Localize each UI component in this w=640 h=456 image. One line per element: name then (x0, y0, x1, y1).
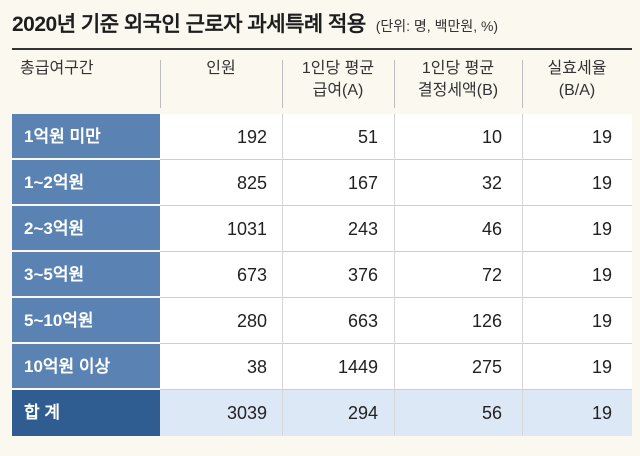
chart-title: 2020년 기준 외국인 근로자 과세특례 적용 (12, 13, 366, 36)
column-divider (394, 114, 395, 160)
column-header: 인원 (160, 58, 282, 110)
table-cell: 3039 (226, 403, 267, 423)
column-divider (282, 160, 283, 206)
row-label: 합 계 (12, 390, 160, 436)
table-cell: 280 (236, 311, 267, 331)
column-header-line: 급여(A) (312, 82, 364, 99)
table-cell: 10 (481, 127, 502, 147)
row-data-area: 1031 243 46 19 (160, 206, 632, 252)
column-divider (394, 206, 395, 252)
header-top-rule (12, 48, 632, 50)
table-row: 1억원 미만 192 51 10 19 (12, 114, 632, 160)
table-cell: 19 (591, 173, 612, 193)
table-cell: 46 (481, 219, 502, 239)
table-cell: 38 (246, 357, 267, 377)
table-cell: 167 (347, 173, 378, 193)
table-cell: 825 (236, 173, 267, 193)
column-divider (282, 114, 283, 160)
table-header: 총급여구간 인원 1인당 평균 급여(A) 1인당 평균 결정세액(B) 실효세율 (B/A) (12, 58, 632, 110)
header-separator (394, 60, 395, 108)
column-divider (522, 390, 523, 436)
table-row: 3~5억원 673 376 72 19 (12, 252, 632, 298)
unit-note: (단위: 명, 백만원, %) (375, 18, 499, 34)
column-divider (282, 252, 283, 298)
column-divider (394, 252, 395, 298)
column-divider (394, 344, 395, 390)
table-cell: 294 (347, 403, 378, 423)
row-data-area: 673 376 72 19 (160, 252, 632, 298)
table-cell: 56 (481, 403, 502, 423)
table-cell: 275 (471, 357, 502, 377)
table-row: 1~2억원 825 167 32 19 (12, 160, 632, 206)
column-header: 실효세율 (B/A) (522, 58, 632, 110)
column-header: 총급여구간 (12, 58, 160, 110)
table-cell: 663 (347, 311, 378, 331)
table-cell: 243 (347, 219, 378, 239)
column-divider (522, 252, 523, 298)
title-bar: 2020년 기준 외국인 근로자 과세특례 적용 (단위: 명, 백만원, %) (12, 8, 632, 42)
column-divider (282, 206, 283, 252)
total-row: 합 계 3039 294 56 19 (12, 390, 632, 436)
table-cell: 19 (591, 219, 612, 239)
row-label: 1~2억원 (12, 160, 160, 206)
table-cell: 51 (357, 127, 378, 147)
column-divider (282, 390, 283, 436)
table-cell: 1031 (226, 219, 267, 239)
column-header-line: (B/A) (558, 82, 596, 99)
table-cell: 19 (591, 311, 612, 331)
column-header-line: 실효세율 (547, 60, 607, 77)
table-cell: 376 (347, 265, 378, 285)
row-label: 10억원 이상 (12, 344, 160, 390)
column-header-line: 인원 (206, 60, 236, 77)
column-divider (522, 206, 523, 252)
row-data-area: 38 1449 275 19 (160, 344, 632, 390)
header-separator (160, 60, 161, 108)
column-divider (394, 160, 395, 206)
column-divider (522, 160, 523, 206)
column-header-line: 1인당 평균 (421, 60, 495, 77)
table-cell: 126 (471, 311, 502, 331)
row-data-area: 825 167 32 19 (160, 160, 632, 206)
table-cell: 72 (481, 265, 502, 285)
table-row: 10억원 이상 38 1449 275 19 (12, 344, 632, 390)
column-divider (522, 344, 523, 390)
row-data-area: 3039 294 56 19 (160, 390, 632, 436)
table-cell: 19 (591, 403, 612, 423)
row-label: 1억원 미만 (12, 114, 160, 160)
column-divider (522, 298, 523, 344)
column-header-line: 총급여구간 (20, 60, 94, 77)
row-label: 5~10억원 (12, 298, 160, 344)
table-row: 5~10억원 280 663 126 19 (12, 298, 632, 344)
table-cell: 1449 (337, 357, 378, 377)
column-divider (282, 344, 283, 390)
header-separator (282, 60, 283, 108)
column-divider (282, 298, 283, 344)
table-cell: 19 (591, 265, 612, 285)
table-cell: 673 (236, 265, 267, 285)
row-data-area: 280 663 126 19 (160, 298, 632, 344)
table-cell: 19 (591, 127, 612, 147)
header-separator (522, 60, 523, 108)
column-header-line: 1인당 평균 (301, 60, 375, 77)
row-label: 2~3억원 (12, 206, 160, 252)
table-cell: 32 (481, 173, 502, 193)
column-divider (394, 390, 395, 436)
row-label: 3~5억원 (12, 252, 160, 298)
row-data-area: 192 51 10 19 (160, 114, 632, 160)
table-row: 2~3억원 1031 243 46 19 (12, 206, 632, 252)
column-header-line: 결정세액(B) (417, 82, 499, 99)
table-cell: 19 (591, 357, 612, 377)
table-cell: 192 (236, 127, 267, 147)
column-divider (394, 298, 395, 344)
column-divider (522, 114, 523, 160)
